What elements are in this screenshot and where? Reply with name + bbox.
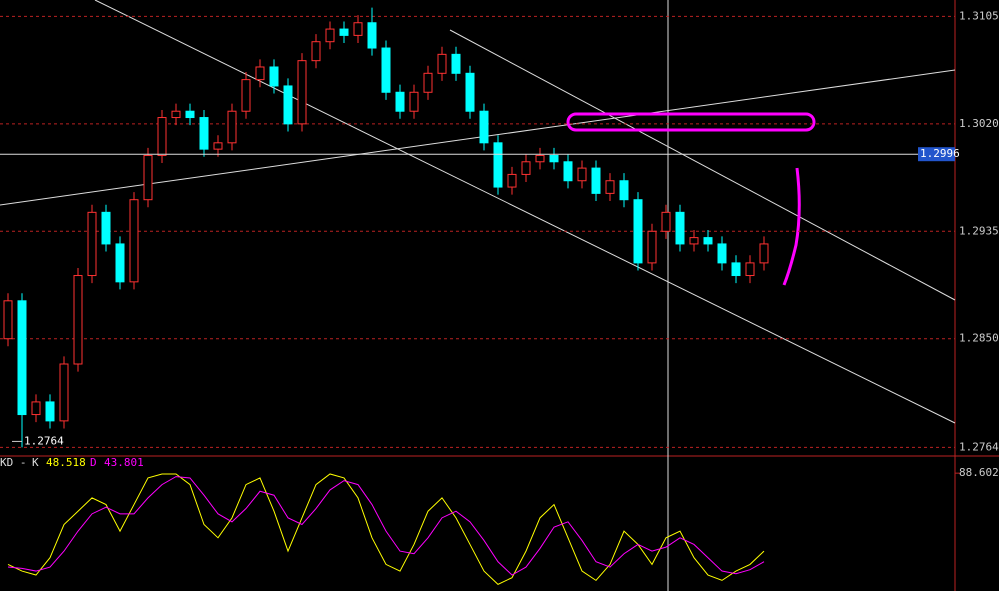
candle-body bbox=[17, 300, 27, 416]
candle-body bbox=[157, 117, 167, 156]
candle-body bbox=[493, 142, 503, 188]
candle-body bbox=[87, 211, 97, 277]
candle-body bbox=[479, 110, 489, 144]
candle-body bbox=[507, 173, 517, 188]
candle-body bbox=[605, 180, 615, 194]
legend-name: K bbox=[32, 456, 39, 469]
candle-body bbox=[269, 66, 279, 87]
low-label: 1.2764 bbox=[24, 434, 64, 447]
candle-body bbox=[325, 28, 335, 43]
candle-body bbox=[759, 243, 769, 264]
candle-body bbox=[115, 243, 125, 283]
candle-body bbox=[647, 230, 657, 264]
candle-body bbox=[563, 161, 573, 182]
legend-value: 48.518 bbox=[46, 456, 86, 469]
candle-body bbox=[3, 300, 13, 340]
candle-body bbox=[465, 72, 475, 112]
crosshair-label: 1.2996 bbox=[920, 147, 960, 160]
candle-body bbox=[367, 22, 377, 49]
candle-body bbox=[675, 211, 685, 245]
annotation-box bbox=[566, 112, 816, 132]
candle-body bbox=[73, 275, 83, 365]
candle-body bbox=[101, 211, 111, 245]
candle-body bbox=[297, 60, 307, 125]
candle-body bbox=[381, 47, 391, 93]
candle-body bbox=[521, 161, 531, 175]
candle-body bbox=[227, 110, 237, 144]
candle-body bbox=[395, 91, 405, 112]
trendline bbox=[94, 0, 956, 424]
candle-body bbox=[45, 401, 55, 422]
candle-body bbox=[731, 262, 741, 277]
candle-body bbox=[255, 66, 265, 81]
trendline bbox=[449, 29, 956, 301]
y-tick-label: 1.2850 bbox=[959, 332, 999, 345]
candle-body bbox=[437, 53, 447, 74]
y-tick-label: 88.602 bbox=[959, 466, 999, 479]
legend-value: 43.801 bbox=[104, 456, 144, 469]
candle-body bbox=[535, 154, 545, 163]
annotation-bracket bbox=[782, 167, 801, 286]
y-tick-label: 1.2764 bbox=[959, 440, 999, 453]
candle-body bbox=[661, 211, 671, 232]
candle-body bbox=[703, 237, 713, 245]
candle-body bbox=[633, 199, 643, 264]
candle-body bbox=[199, 117, 209, 150]
indicator-title: KD - bbox=[0, 456, 27, 469]
candle-body bbox=[171, 110, 181, 119]
y-tick-label: 1.3105 bbox=[959, 9, 999, 22]
candle-body bbox=[451, 53, 461, 74]
indicator-line bbox=[7, 476, 765, 576]
candle-body bbox=[409, 91, 419, 112]
candle-body bbox=[591, 167, 601, 194]
y-tick-label: 1.3020 bbox=[959, 117, 999, 130]
legend-name: D bbox=[90, 456, 97, 469]
trendlines bbox=[0, 0, 956, 424]
candle-body bbox=[353, 22, 363, 36]
candle-body bbox=[311, 41, 321, 62]
candle-body bbox=[185, 110, 195, 119]
candle-body bbox=[31, 401, 41, 416]
candle-body bbox=[339, 28, 349, 36]
trendline bbox=[0, 69, 956, 206]
candle-body bbox=[619, 180, 629, 201]
crosshair-label-box bbox=[918, 147, 955, 162]
candle-body bbox=[129, 199, 139, 283]
candle-body bbox=[59, 363, 69, 422]
candle-body bbox=[745, 262, 755, 277]
candle-body bbox=[549, 154, 559, 163]
candle-body bbox=[577, 167, 587, 182]
marks: 1.3105 1.3020 1.2935 1.2850 1.2764 1.2996 1.27… bbox=[0, 7, 999, 585]
candle-body bbox=[717, 243, 727, 264]
candle-body bbox=[143, 154, 153, 201]
annotations bbox=[566, 112, 816, 286]
candle-body bbox=[241, 79, 251, 112]
candle-body bbox=[213, 142, 223, 150]
candle-body bbox=[423, 72, 433, 93]
candle-body bbox=[283, 85, 293, 125]
y-tick-label: 1.2935 bbox=[959, 224, 999, 237]
candle-body bbox=[689, 237, 699, 245]
